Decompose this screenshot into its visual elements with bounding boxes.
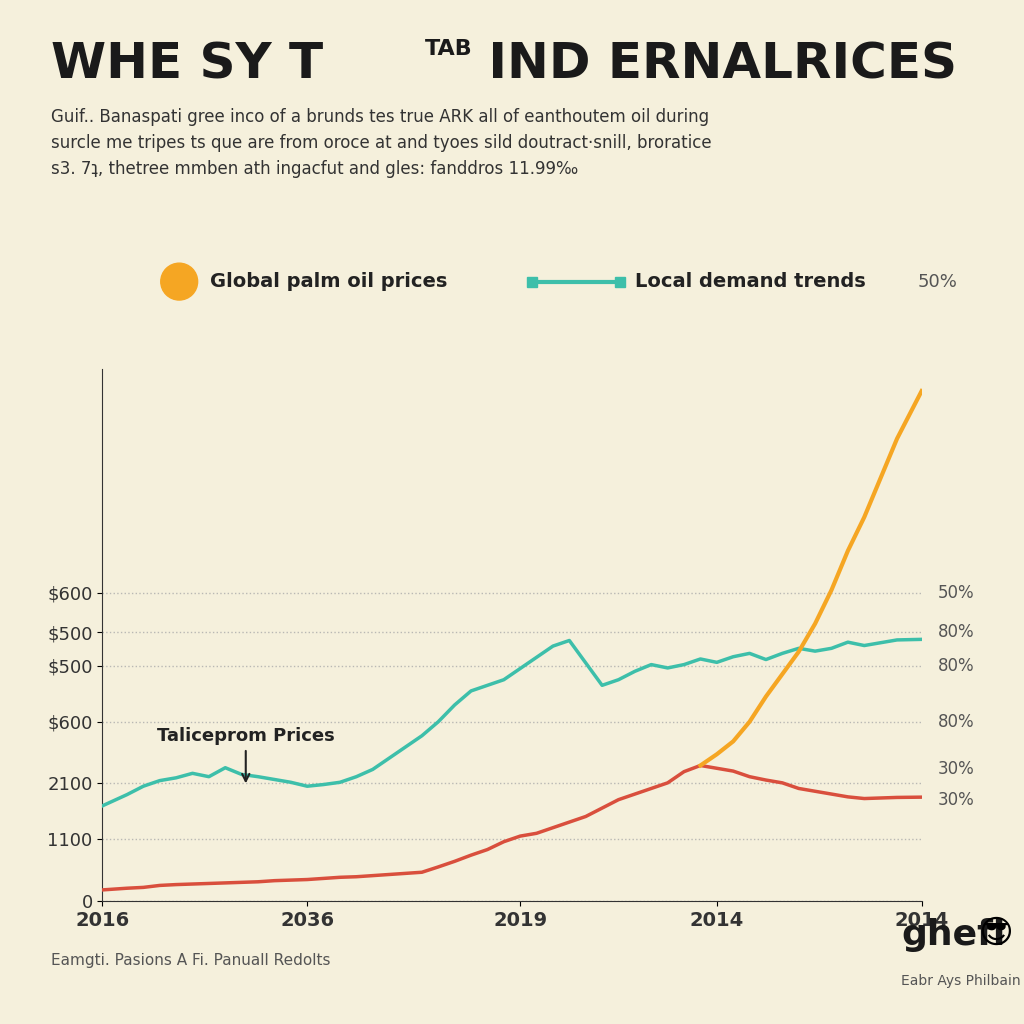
Text: 50%: 50% (918, 272, 957, 291)
Text: 50%: 50% (938, 584, 975, 602)
Text: Eamgti. Pasions A Fi. Panuall Redolts: Eamgti. Pasions A Fi. Panuall Redolts (51, 952, 331, 968)
Text: Eabr Ays Philbain Sduiped: Eabr Ays Philbain Sduiped (901, 974, 1024, 988)
Text: IND ERNALRICES: IND ERNALRICES (471, 41, 957, 89)
Text: WHE SY T: WHE SY T (51, 41, 324, 89)
Text: ghefi: ghefi (901, 919, 1006, 952)
Text: 30%: 30% (938, 792, 975, 809)
Text: TAB: TAB (425, 39, 473, 59)
Text: 80%: 80% (938, 623, 975, 641)
Text: Taliceprom Prices: Taliceprom Prices (157, 727, 335, 781)
Text: Global palm oil prices: Global palm oil prices (210, 272, 447, 291)
Text: 30%: 30% (938, 761, 975, 778)
Text: Guif.. Banaspati gree inco of a brunds tes true ARK all of eanthoutem oil during: Guif.. Banaspati gree inco of a brunds t… (51, 108, 712, 178)
Text: 😎: 😎 (978, 918, 1013, 950)
Text: 80%: 80% (938, 713, 975, 731)
Text: Local demand trends: Local demand trends (635, 272, 865, 291)
Text: 80%: 80% (938, 656, 975, 675)
